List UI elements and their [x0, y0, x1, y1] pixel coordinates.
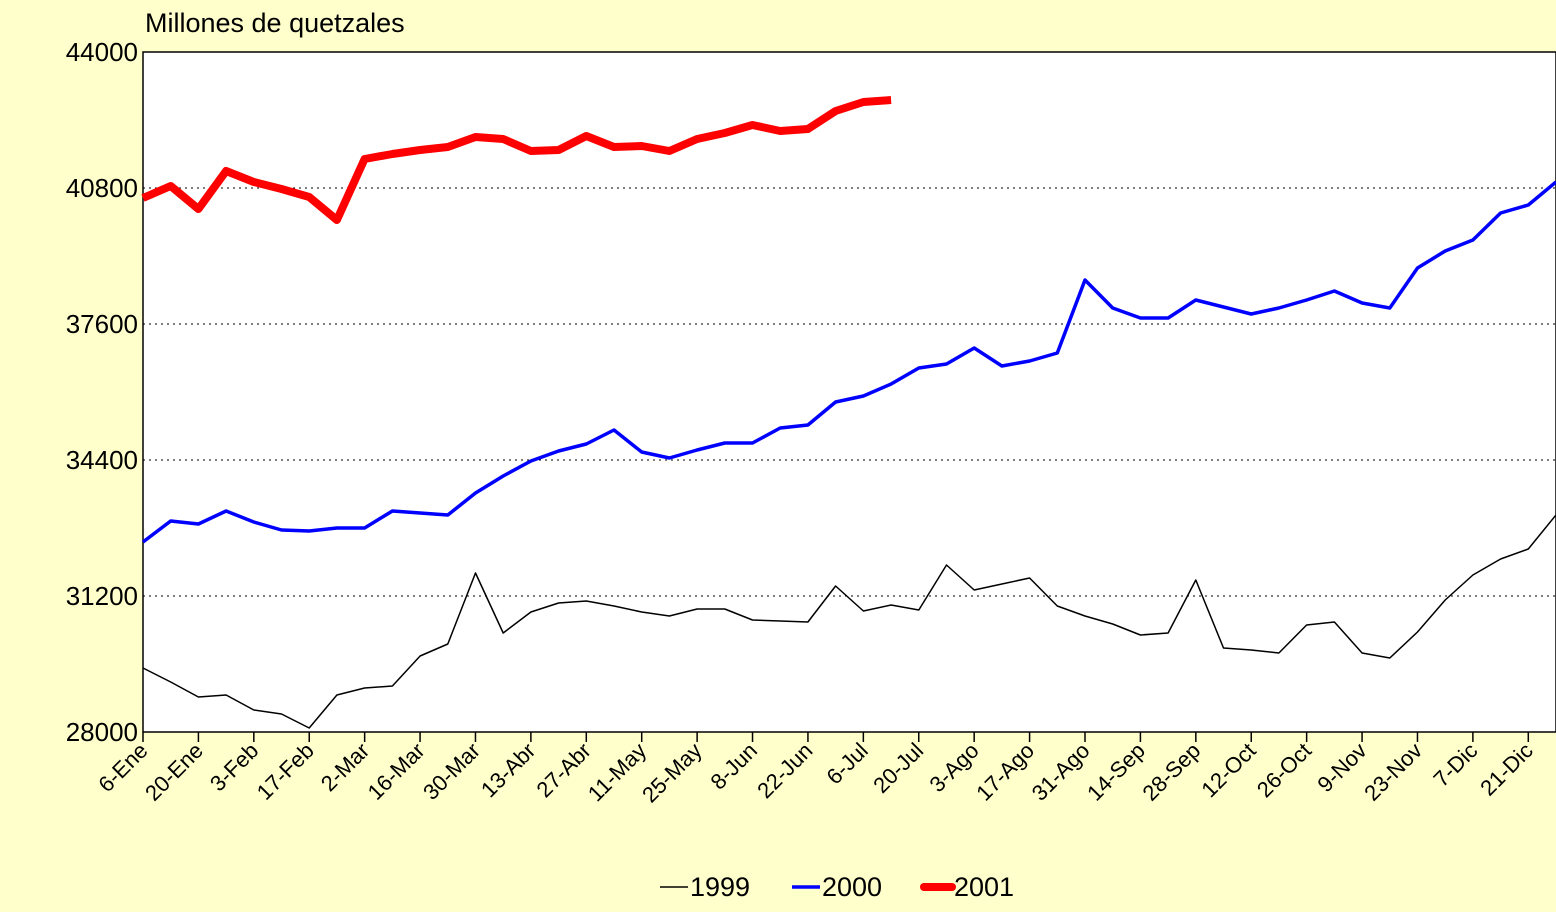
- plot-area: [143, 52, 1556, 732]
- y-tick-label: 40800: [66, 173, 138, 203]
- legend-label: 2001: [954, 872, 1014, 902]
- x-tick-label: 31-Ago: [1027, 738, 1095, 806]
- chart-title: Millones de quetzales: [145, 8, 405, 38]
- series-line: [141, 180, 1556, 544]
- x-tick-label: 14-Sep: [1082, 738, 1150, 806]
- series-line: [142, 514, 1556, 729]
- x-tick-label: 20-Ene: [140, 738, 208, 806]
- series-line: [141, 96, 892, 224]
- x-tick-label: 23-Nov: [1359, 738, 1427, 806]
- y-tick-label: 34400: [66, 445, 138, 475]
- x-tick-label: 25-May: [637, 738, 707, 808]
- x-tick-label: 11-May: [583, 738, 651, 806]
- x-tick-label: 30-Mar: [418, 738, 485, 805]
- x-tick-label: 26-Oct: [1252, 738, 1316, 802]
- x-tick-label: 12-Oct: [1196, 738, 1260, 802]
- x-tick-label: 17-Feb: [252, 738, 319, 805]
- x-tick-label: 28-Sep: [1138, 738, 1206, 806]
- y-tick-label: 37600: [66, 309, 138, 339]
- x-tick-label: 22-Jun: [752, 738, 817, 803]
- x-tick-label: 16-Mar: [363, 738, 430, 805]
- x-tick-label: 13-Abr: [476, 738, 540, 802]
- y-tick-label: 44000: [66, 37, 138, 67]
- x-tick-label: 7-Dic: [1428, 738, 1482, 792]
- x-tick-label: 17-Ago: [971, 738, 1039, 806]
- legend-label: 1999: [690, 872, 750, 902]
- plot-border: [142, 51, 1556, 733]
- x-tick-label: 21-Dic: [1475, 738, 1538, 801]
- y-tick-label: 28000: [66, 717, 138, 747]
- y-tick-label: 31200: [66, 581, 138, 611]
- legend-label: 2000: [822, 872, 882, 902]
- x-tick-label: 6-Jul: [821, 738, 872, 789]
- x-tick-label: 20-Jul: [868, 738, 928, 798]
